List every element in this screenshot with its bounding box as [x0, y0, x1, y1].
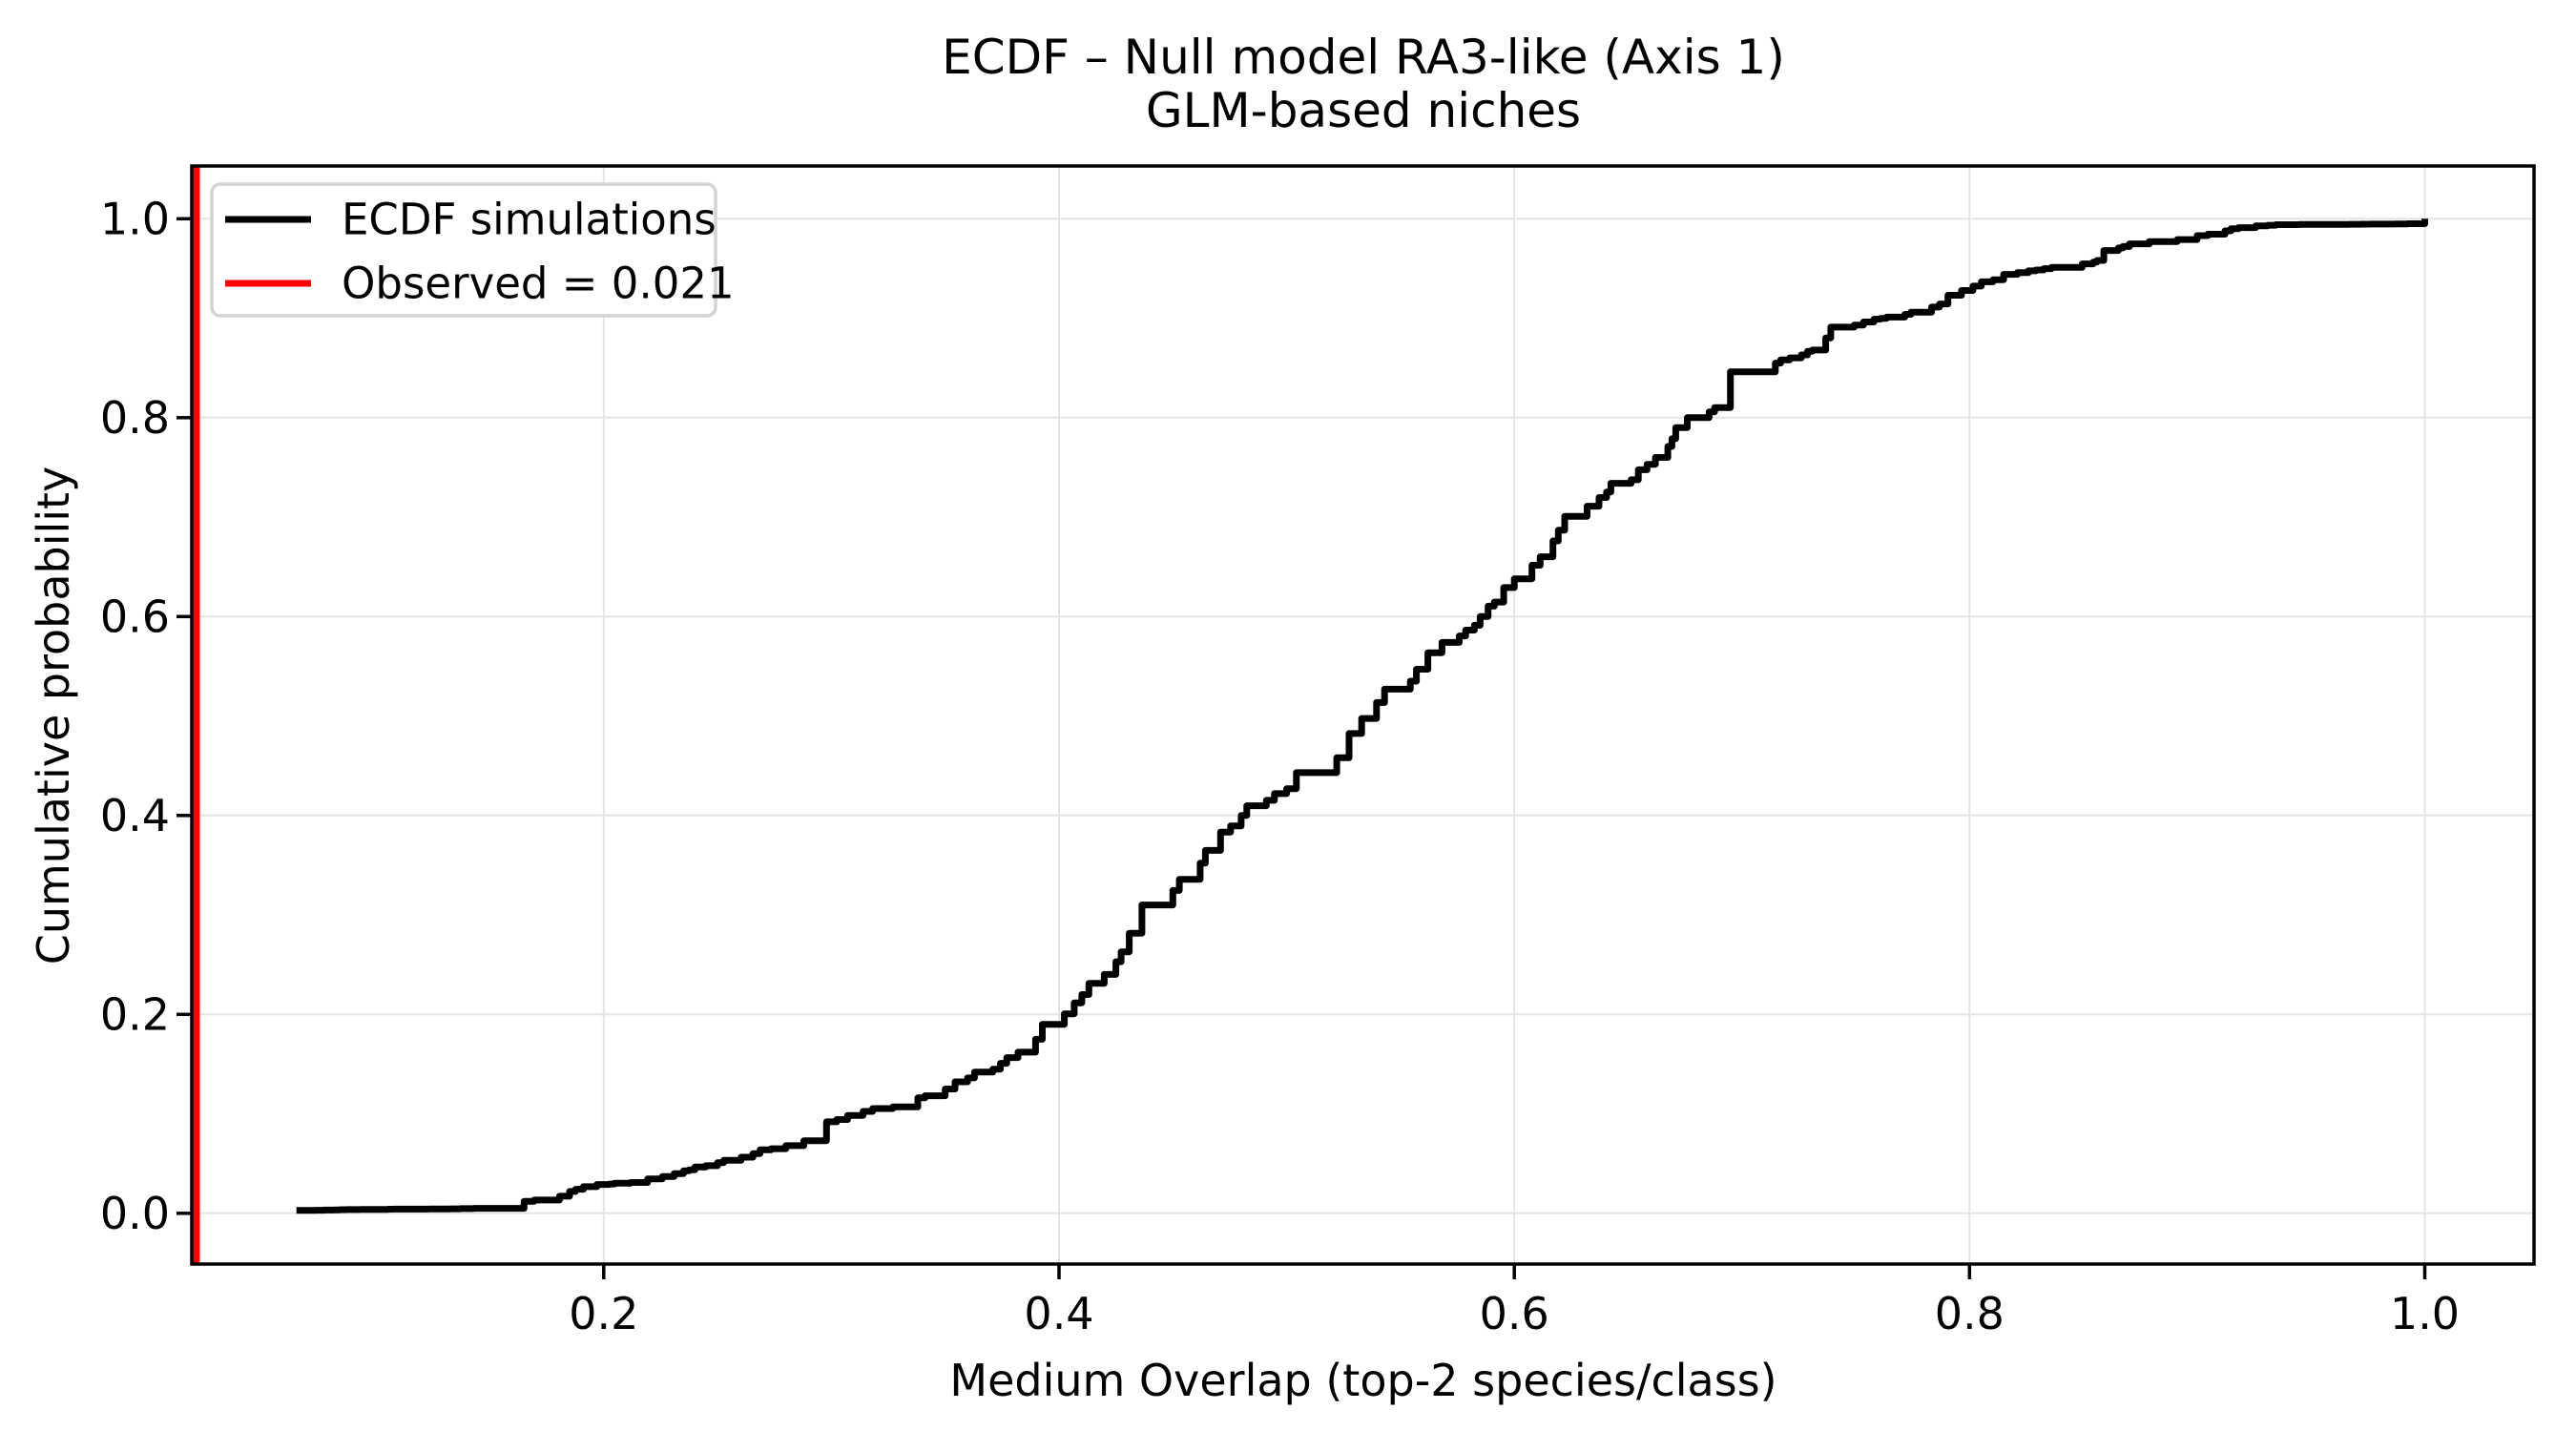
legend-label-observed: Observed = 0.021	[342, 259, 735, 309]
axes-spines	[190, 164, 2536, 1266]
ecdf-curve	[296, 218, 2428, 1214]
legend-box	[210, 182, 717, 318]
y-tick-label: 1.0	[100, 193, 170, 244]
legend-label-ecdf: ECDF simulations	[342, 195, 717, 245]
y-axis-label: Cumulative probability	[28, 467, 79, 965]
x-tick-label: 0.2	[569, 1288, 638, 1339]
axis-ticks: 0.2 0.4 0.6 0.8 1.0 0.0 0.2 0.4 0.6 0.8 1.0	[100, 193, 2460, 1339]
chart-subtitle: GLM-based niches	[1146, 83, 1581, 138]
y-tick-label: 0.4	[100, 790, 170, 841]
x-tick-label: 0.8	[1935, 1288, 2005, 1339]
x-tick-label: 0.6	[1480, 1288, 1549, 1339]
y-tick-label: 0.0	[100, 1188, 170, 1239]
x-tick-label: 1.0	[2390, 1288, 2460, 1339]
chart-title: ECDF – Null model RA3-like (Axis 1)	[942, 30, 1785, 85]
x-axis-label: Medium Overlap (top-2 species/class)	[949, 1355, 1776, 1406]
legend: ECDF simulations Observed = 0.021	[210, 182, 735, 318]
y-tick-label: 0.2	[100, 988, 170, 1040]
y-tick-label: 0.6	[100, 591, 170, 642]
gridlines	[192, 166, 2534, 1264]
y-tick-label: 0.8	[100, 392, 170, 444]
x-tick-label: 0.4	[1024, 1288, 1093, 1339]
